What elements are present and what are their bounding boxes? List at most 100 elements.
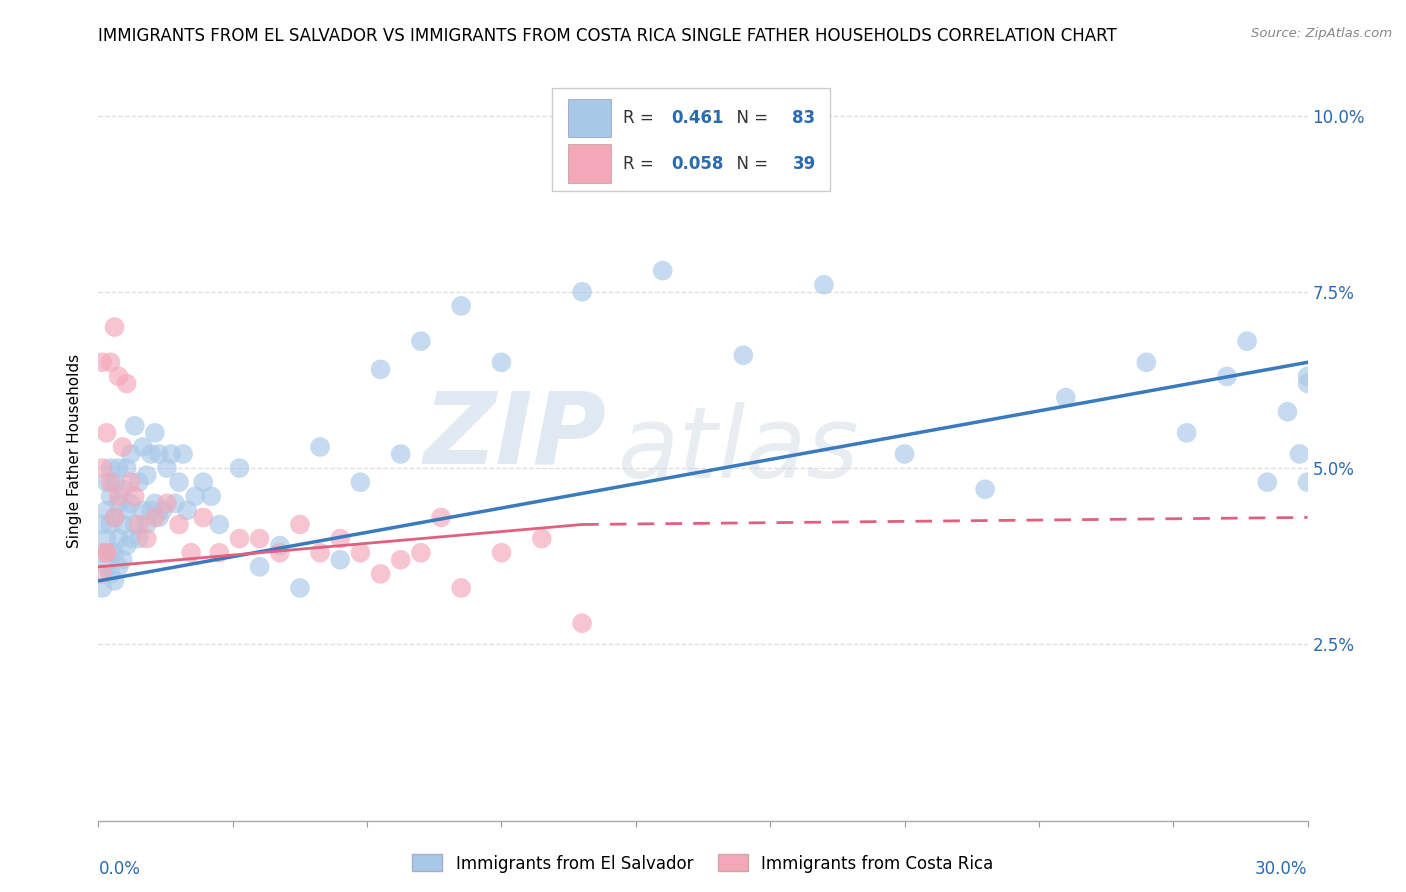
Point [91, 566, 114, 581]
Point [249, 532, 271, 546]
Point [370, 362, 392, 376]
Point [1216, 369, 1239, 384]
Point [107, 489, 129, 503]
Point [172, 447, 194, 461]
Legend: Immigrants from El Salvador, Immigrants from Costa Rica: Immigrants from El Salvador, Immigrants … [405, 847, 1001, 880]
Point [167, 475, 190, 490]
Point [288, 517, 311, 532]
Point [288, 581, 311, 595]
Point [228, 461, 250, 475]
Text: 0.461: 0.461 [672, 109, 724, 127]
Point [249, 559, 271, 574]
Point [124, 489, 146, 503]
Point [176, 503, 198, 517]
Text: 30.0%: 30.0% [1256, 860, 1308, 878]
Point [571, 616, 593, 631]
Text: R =: R = [623, 154, 659, 172]
Point [193, 510, 215, 524]
Point [1296, 376, 1319, 391]
Point [163, 496, 186, 510]
Point [91, 461, 114, 475]
Point [111, 553, 134, 567]
Point [269, 546, 291, 560]
Point [143, 510, 166, 524]
Point [389, 447, 412, 461]
Point [120, 496, 142, 510]
Point [329, 532, 352, 546]
Text: Source: ZipAtlas.com: Source: ZipAtlas.com [1251, 27, 1392, 40]
Point [309, 440, 332, 454]
Point [111, 482, 134, 496]
Point [893, 447, 915, 461]
Point [139, 447, 162, 461]
Point [733, 348, 755, 362]
Point [100, 566, 122, 581]
Point [349, 475, 371, 490]
Point [193, 475, 215, 490]
Point [91, 546, 114, 560]
Point [107, 559, 129, 574]
Text: IMMIGRANTS FROM EL SALVADOR VS IMMIGRANTS FROM COSTA RICA SINGLE FATHER HOUSEHOL: IMMIGRANTS FROM EL SALVADOR VS IMMIGRANT… [98, 27, 1118, 45]
Point [107, 496, 129, 510]
Point [156, 496, 179, 510]
Point [1288, 447, 1310, 461]
Text: ZIP: ZIP [423, 387, 606, 484]
Text: atlas: atlas [619, 402, 860, 499]
Point [115, 503, 138, 517]
Point [100, 475, 122, 490]
Point [139, 503, 162, 517]
Point [389, 553, 412, 567]
Point [409, 334, 432, 348]
Point [115, 376, 138, 391]
Point [1236, 334, 1258, 348]
Point [228, 532, 250, 546]
Text: N =: N = [725, 154, 773, 172]
Point [143, 425, 166, 440]
Text: 39: 39 [793, 154, 815, 172]
Point [167, 517, 190, 532]
Text: 0.058: 0.058 [672, 154, 724, 172]
Point [1256, 475, 1278, 490]
Point [450, 299, 472, 313]
Point [111, 517, 134, 532]
Point [208, 546, 231, 560]
Point [91, 581, 114, 595]
Point [96, 546, 118, 560]
Point [530, 532, 553, 546]
Point [571, 285, 593, 299]
Point [107, 369, 129, 384]
Point [1296, 475, 1319, 490]
Point [160, 447, 183, 461]
Point [103, 546, 125, 560]
Point [651, 263, 673, 277]
Point [974, 482, 997, 496]
Text: 83: 83 [793, 109, 815, 127]
Point [107, 532, 129, 546]
Point [96, 532, 118, 546]
Point [1175, 425, 1198, 440]
Point [115, 461, 138, 475]
Point [128, 475, 150, 490]
Point [135, 517, 157, 532]
Point [107, 461, 129, 475]
Point [103, 574, 125, 588]
Point [200, 489, 222, 503]
Point [100, 355, 122, 369]
Point [128, 517, 150, 532]
Point [96, 559, 118, 574]
Point [813, 277, 835, 292]
Point [100, 461, 122, 475]
Point [103, 510, 125, 524]
Point [103, 510, 125, 524]
Point [96, 503, 118, 517]
FancyBboxPatch shape [568, 99, 612, 137]
Point [491, 355, 513, 369]
Point [120, 447, 142, 461]
Point [148, 447, 170, 461]
Y-axis label: Single Father Households: Single Father Households [67, 353, 83, 548]
Point [309, 546, 332, 560]
Point [208, 517, 231, 532]
Point [135, 532, 157, 546]
Point [180, 546, 202, 560]
Point [269, 539, 291, 553]
